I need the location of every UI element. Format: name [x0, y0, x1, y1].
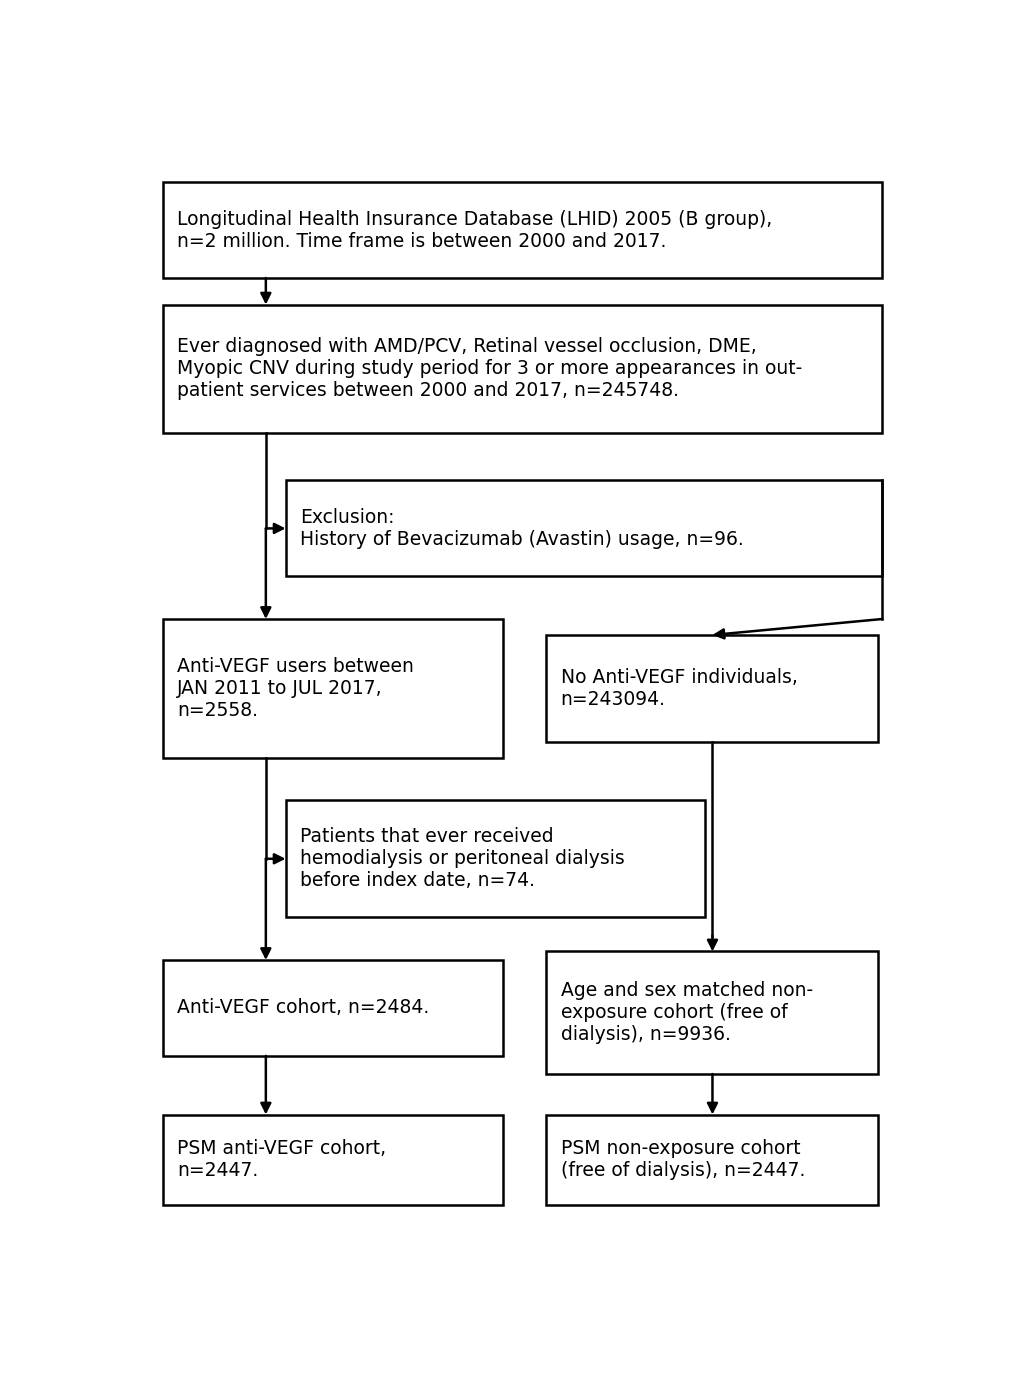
Bar — [163, 304, 881, 432]
Text: Longitudinal Health Insurance Database (LHID) 2005 (B group),
n=2 million. Time : Longitudinal Health Insurance Database (… — [177, 209, 771, 251]
Text: No Anti-VEGF individuals,
n=243094.: No Anti-VEGF individuals, n=243094. — [560, 667, 797, 709]
Bar — [163, 619, 502, 757]
Bar — [285, 800, 704, 918]
Text: Patients that ever received
hemodialysis or peritoneal dialysis
before index dat: Patients that ever received hemodialysis… — [300, 828, 624, 890]
Text: PSM non-exposure cohort
(free of dialysis), n=2447.: PSM non-exposure cohort (free of dialysi… — [560, 1139, 804, 1181]
Bar — [546, 1114, 877, 1205]
Text: Anti-VEGF users between
JAN 2011 to JUL 2017,
n=2558.: Anti-VEGF users between JAN 2011 to JUL … — [177, 657, 414, 720]
Bar — [163, 183, 881, 278]
Text: Ever diagnosed with AMD/PCV, Retinal vessel occlusion, DME,
Myopic CNV during st: Ever diagnosed with AMD/PCV, Retinal ves… — [177, 338, 802, 400]
Text: Exclusion:
History of Bevacizumab (Avastin) usage, n=96.: Exclusion: History of Bevacizumab (Avast… — [300, 508, 743, 549]
Bar — [546, 635, 877, 742]
Text: Age and sex matched non-
exposure cohort (free of
dialysis), n=9936.: Age and sex matched non- exposure cohort… — [560, 981, 812, 1045]
Text: PSM anti-VEGF cohort,
n=2447.: PSM anti-VEGF cohort, n=2447. — [177, 1139, 386, 1181]
Bar — [285, 480, 881, 576]
Bar — [546, 951, 877, 1074]
Bar — [163, 1114, 502, 1205]
Bar — [163, 960, 502, 1056]
Text: Anti-VEGF cohort, n=2484.: Anti-VEGF cohort, n=2484. — [177, 998, 429, 1017]
